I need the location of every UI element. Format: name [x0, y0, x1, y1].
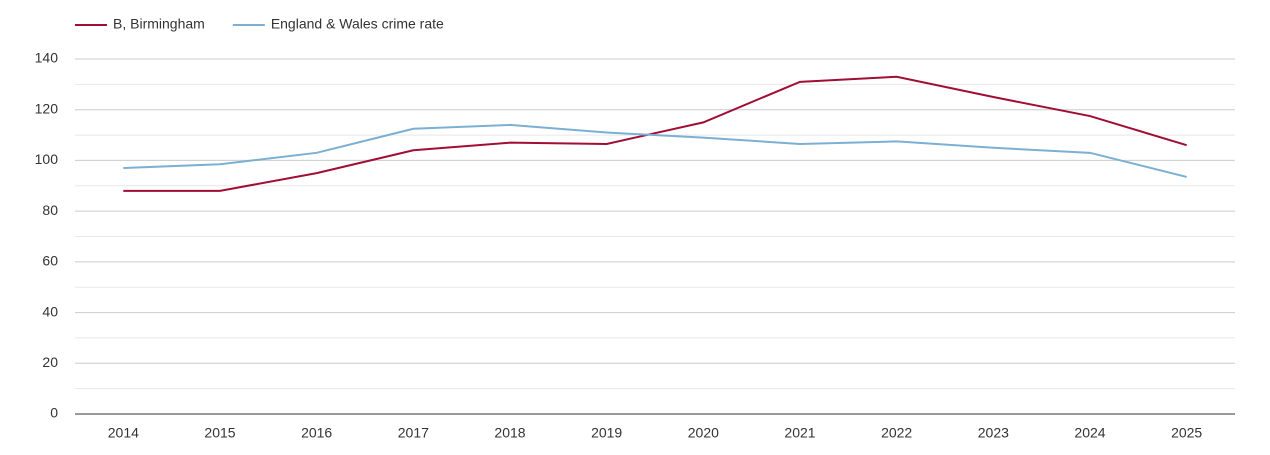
y-tick-label: 60: [42, 253, 58, 269]
x-tick-label: 2021: [784, 425, 815, 441]
x-tick-label: 2017: [398, 425, 429, 441]
y-tick-label: 140: [35, 50, 59, 66]
x-tick-label: 2016: [301, 425, 332, 441]
x-tick-label: 2019: [591, 425, 622, 441]
series-line: [123, 123, 1187, 178]
x-tick-label: 2022: [881, 425, 912, 441]
y-tick-label: 80: [42, 202, 58, 218]
y-tick-label: 120: [35, 100, 59, 116]
x-tick-label: 2018: [494, 425, 525, 441]
x-tick-label: 2020: [688, 425, 719, 441]
y-tick-label: 0: [50, 405, 58, 421]
x-tick-label: 2025: [1171, 425, 1202, 441]
x-tick-label: 2015: [204, 425, 235, 441]
x-tick-label: 2023: [978, 425, 1009, 441]
legend-label: B, Birmingham: [113, 16, 205, 32]
series-line: [123, 75, 1187, 192]
y-tick-label: 40: [42, 303, 58, 319]
legend-label: England & Wales crime rate: [271, 16, 444, 32]
x-tick-label: 2024: [1074, 425, 1105, 441]
y-tick-label: 20: [42, 354, 58, 370]
y-tick-label: 100: [35, 151, 59, 167]
x-tick-label: 2014: [108, 425, 139, 441]
